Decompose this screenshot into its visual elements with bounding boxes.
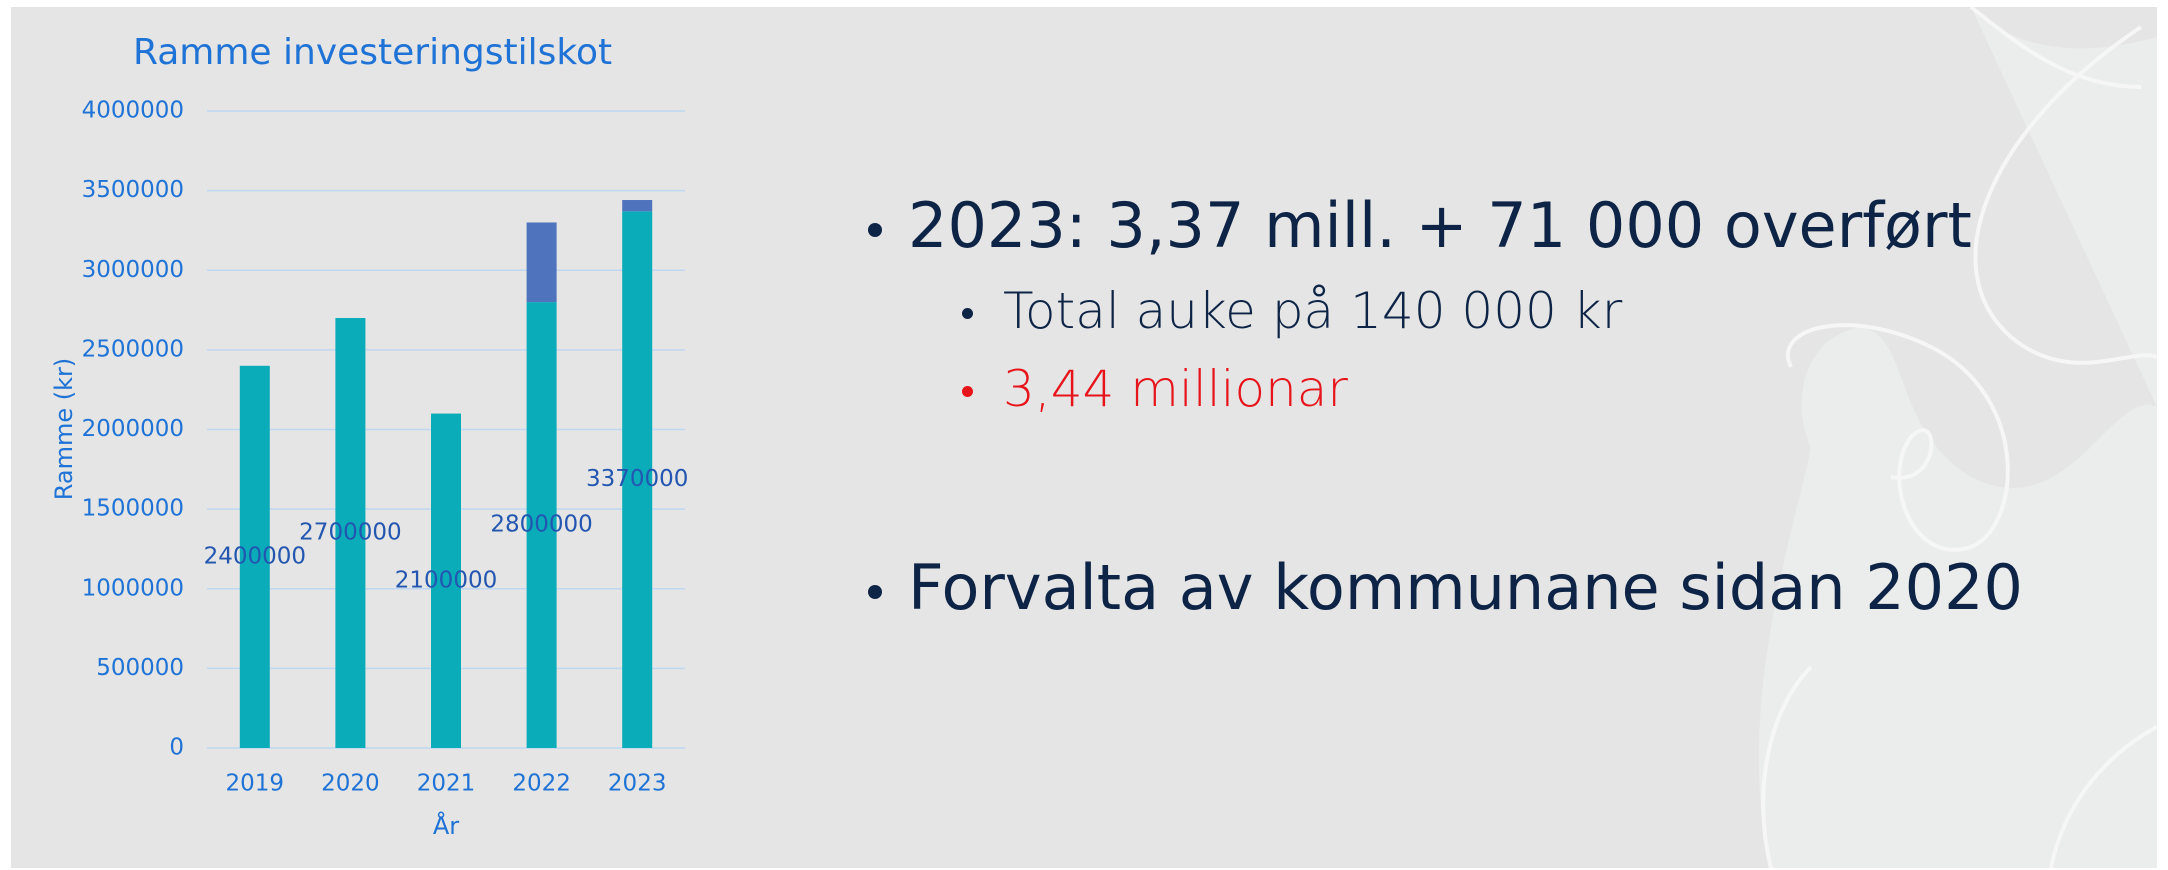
slide: Ramme investeringstilskot Ramme (kr) År … [11, 7, 2157, 868]
x-tick-label: 2022 [512, 771, 571, 797]
data-label: 2800000 [490, 512, 592, 538]
y-tick-label: 0 [169, 735, 184, 761]
y-tick-label: 3500000 [82, 177, 184, 203]
x-tick-label: 2020 [321, 771, 380, 797]
bullet-text: 2023: 3,37 mill. + 71 000 overført [908, 189, 1972, 262]
sub-bullet-text: Total auke på 140 000 kr [1003, 282, 1623, 340]
x-tick-label: 2019 [226, 771, 285, 797]
y-axis-label: Ramme (kr) [50, 358, 78, 501]
y-tick-label: 4000000 [82, 98, 184, 124]
data-label: 3370000 [586, 466, 688, 492]
bullet-text: Forvalta av kommunane sidan 2020 [908, 551, 2024, 624]
chart-title: Ramme investeringstilskot [133, 32, 612, 73]
x-axis-label: År [433, 811, 459, 840]
x-tick-label: 2021 [417, 771, 476, 797]
bullet-marker [868, 223, 882, 237]
y-tick-label: 3000000 [82, 257, 184, 283]
bar-segment [526, 302, 557, 748]
y-tick-label: 2000000 [82, 416, 184, 442]
x-tick-label: 2023 [608, 771, 667, 797]
bullet-marker [962, 308, 973, 319]
bullet-marker [962, 386, 973, 397]
bar-segment [526, 222, 557, 303]
y-tick-label: 500000 [96, 655, 184, 681]
bullet-marker [868, 585, 882, 599]
y-tick-label: 1500000 [82, 496, 184, 522]
bar-segment [622, 211, 653, 748]
y-tick-label: 1000000 [82, 575, 184, 601]
data-label: 2700000 [299, 520, 401, 546]
bar-segment [335, 318, 366, 748]
sub-bullet-text: 3,44 millionar [1003, 360, 1348, 418]
data-label: 2400000 [204, 543, 306, 569]
y-tick-label: 2500000 [82, 336, 184, 362]
bar-segment [239, 365, 270, 748]
bar-segment [431, 413, 461, 748]
data-label: 2100000 [395, 567, 497, 593]
chart: Ramme investeringstilskot Ramme (kr) År … [50, 32, 688, 840]
bar-segment [622, 200, 653, 212]
background-decoration [1758, 7, 2157, 868]
